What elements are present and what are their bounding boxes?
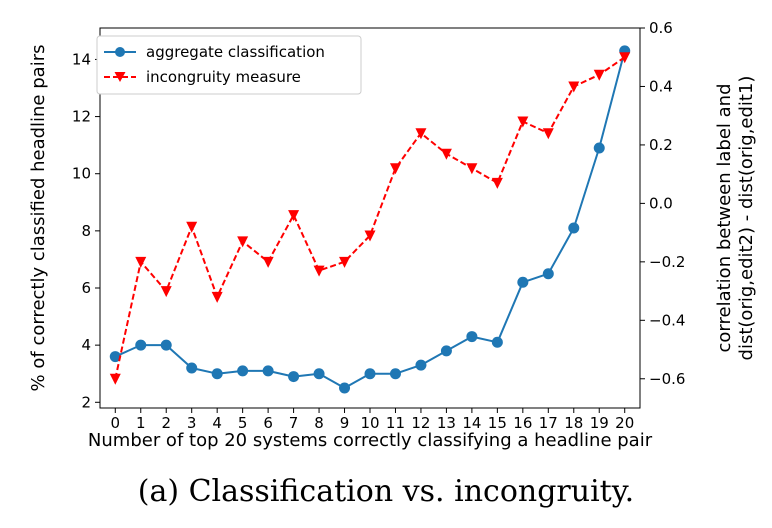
x-tick-label: 13 <box>437 414 456 432</box>
y-right-tick-label: −0.2 <box>649 253 685 271</box>
y-right-tick-label: −0.4 <box>649 311 685 329</box>
y-right-tick-label: 0.4 <box>649 77 673 95</box>
y-left-tick-label: 2 <box>81 393 91 411</box>
x-tick-label: 14 <box>462 414 481 432</box>
figure-caption: (a) Classification vs. incongruity. <box>137 474 635 509</box>
data-point-aggregate <box>466 331 478 343</box>
data-point-aggregate <box>313 368 325 380</box>
data-point-aggregate <box>568 222 580 234</box>
x-axis-label: Number of top 20 systems correctly class… <box>88 430 653 451</box>
legend-marker-incongruity <box>114 72 126 82</box>
y-right-tick-label: 0.0 <box>649 194 673 212</box>
data-point-incongruity <box>160 286 172 298</box>
data-point-incongruity <box>237 236 249 248</box>
x-tick-label: 11 <box>386 414 405 432</box>
data-point-aggregate <box>517 276 529 288</box>
x-tick-label: 12 <box>411 414 430 432</box>
y-axis-left-ticks: 2 4 6 8 10 12 14 <box>72 50 100 411</box>
data-point-aggregate <box>593 142 605 154</box>
data-point-aggregate <box>160 339 172 351</box>
y-left-tick-label: 14 <box>72 50 91 68</box>
x-tick-label: 6 <box>263 414 273 432</box>
x-tick-label: 16 <box>513 414 532 432</box>
data-point-incongruity <box>288 210 300 222</box>
legend-marker-aggregate <box>115 47 125 57</box>
y-axis-right-ticks: −0.6 −0.4 −0.2 0.0 0.2 0.4 0.6 <box>640 19 685 388</box>
data-point-incongruity <box>466 163 478 175</box>
data-point-incongruity <box>440 148 452 160</box>
data-point-aggregate <box>491 336 503 348</box>
x-tick-label: 2 <box>161 414 171 432</box>
data-point-incongruity <box>593 69 605 81</box>
y-axis-right-label-line1: correlation between label and <box>714 84 735 353</box>
data-point-incongruity <box>364 230 376 242</box>
data-point-incongruity <box>135 256 147 268</box>
data-point-aggregate <box>288 371 300 383</box>
data-point-aggregate <box>389 368 401 380</box>
x-tick-label: 5 <box>238 414 248 432</box>
x-tick-label: 10 <box>360 414 379 432</box>
x-tick-label: 0 <box>111 414 121 432</box>
data-point-incongruity <box>568 81 580 93</box>
data-point-aggregate <box>262 365 274 377</box>
data-point-aggregate <box>339 382 351 394</box>
data-point-incongruity <box>389 163 401 175</box>
y-right-tick-label: −0.6 <box>649 370 685 388</box>
y-right-tick-label: 0.2 <box>649 136 673 154</box>
data-point-incongruity <box>109 373 121 385</box>
chart: 0 1 2 3 4 5 6 7 8 9 10 11 12 13 14 15 16 17 18 19 20 2468101… <box>28 19 757 451</box>
data-point-incongruity <box>186 221 198 233</box>
data-point-incongruity <box>211 291 223 303</box>
y-left-tick-label: 6 <box>81 279 91 297</box>
legend-entry-incongruity: incongruity measure <box>104 68 301 86</box>
x-tick-label: 3 <box>187 414 197 432</box>
series-line-aggregate <box>114 50 626 389</box>
x-tick-label: 15 <box>488 414 507 432</box>
series-layer <box>109 45 631 394</box>
data-point-aggregate <box>211 368 223 380</box>
legend-entry-aggregate: aggregate classification <box>104 43 325 61</box>
x-tick-label: 1 <box>136 414 146 432</box>
legend: aggregate classification incongruity mea… <box>96 35 362 95</box>
legend-box <box>96 35 362 95</box>
x-tick-label: 8 <box>314 414 324 432</box>
data-point-incongruity <box>542 128 554 140</box>
x-tick-label: 7 <box>289 414 299 432</box>
x-axis-ticks: 0 1 2 3 4 5 6 7 8 9 10 11 12 13 14 15 16 17 18 19 20 <box>111 408 634 432</box>
data-point-incongruity <box>517 116 529 128</box>
x-tick-label: 9 <box>340 414 350 432</box>
x-tick-label: 4 <box>212 414 222 432</box>
data-point-aggregate <box>135 339 147 351</box>
data-point-aggregate <box>542 268 554 280</box>
legend-label-incongruity: incongruity measure <box>146 68 301 86</box>
data-point-aggregate <box>237 365 249 377</box>
x-tick-label: 19 <box>590 414 609 432</box>
y-left-tick-label: 12 <box>72 108 91 126</box>
data-point-incongruity <box>415 128 427 140</box>
data-point-incongruity <box>313 265 325 277</box>
data-point-incongruity <box>491 177 503 189</box>
y-left-tick-label: 8 <box>81 222 91 240</box>
x-tick-label: 17 <box>539 414 558 432</box>
data-point-aggregate <box>186 362 198 374</box>
data-point-incongruity <box>262 256 274 268</box>
y-left-tick-label: 4 <box>81 336 91 354</box>
legend-label-aggregate: aggregate classification <box>146 43 325 61</box>
y-right-tick-label: 0.6 <box>649 19 673 37</box>
y-axis-left-label: % of correctly classified headline pairs <box>28 45 49 392</box>
data-point-incongruity <box>339 256 351 268</box>
data-point-incongruity <box>619 52 631 64</box>
data-point-aggregate <box>415 359 427 371</box>
data-point-aggregate <box>109 351 121 363</box>
x-tick-label: 18 <box>564 414 583 432</box>
data-point-aggregate <box>364 368 376 380</box>
series-line-incongruity <box>114 56 626 380</box>
x-tick-label: 20 <box>615 414 634 432</box>
data-point-aggregate <box>440 345 452 357</box>
y-axis-right-label-line2: dist(orig,edit2) - dist(orig,edit1) <box>736 76 757 361</box>
y-left-tick-label: 10 <box>72 165 91 183</box>
